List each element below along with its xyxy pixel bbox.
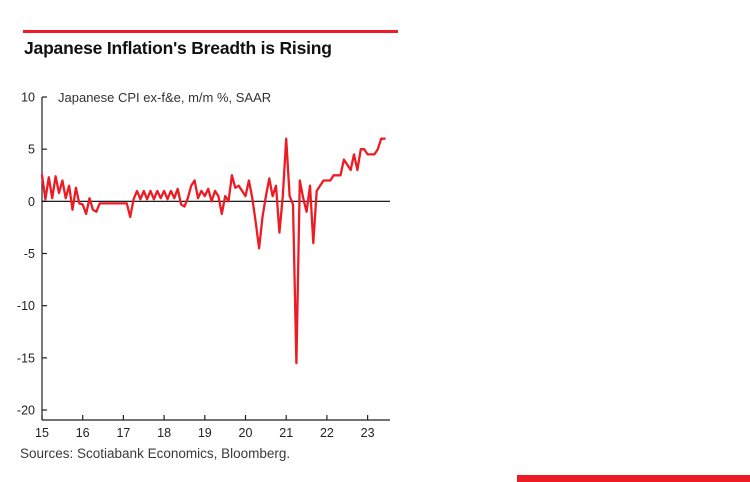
y-tick-label: 5 — [28, 143, 35, 157]
y-tick-label: -20 — [17, 404, 35, 418]
x-tick-label: 17 — [116, 426, 130, 440]
y-tick-label: -5 — [24, 247, 35, 261]
title-rule — [23, 30, 398, 33]
sources-note: Sources: Scotiabank Economics, Bloomberg… — [20, 446, 291, 461]
series-label: Japanese CPI ex-f&e, m/m %, SAAR — [58, 90, 272, 105]
x-tick-label: 19 — [198, 426, 212, 440]
y-tick-label: 10 — [21, 91, 35, 105]
x-tick-label: 21 — [279, 426, 293, 440]
x-tick-label: 16 — [76, 426, 90, 440]
x-tick-label: 20 — [239, 426, 253, 440]
y-tick-label: -15 — [17, 351, 35, 365]
footer-rule — [517, 475, 750, 482]
y-tick-label: 0 — [28, 195, 35, 209]
chart-title: Japanese Inflation's Breadth is Rising — [24, 38, 332, 58]
x-tick-label: 22 — [320, 426, 334, 440]
series-line — [40, 137, 386, 365]
x-tick-label: 18 — [157, 426, 171, 440]
x-tick-label: 23 — [361, 426, 375, 440]
y-tick-label: -10 — [17, 299, 35, 313]
x-tick-label: 15 — [35, 426, 49, 440]
